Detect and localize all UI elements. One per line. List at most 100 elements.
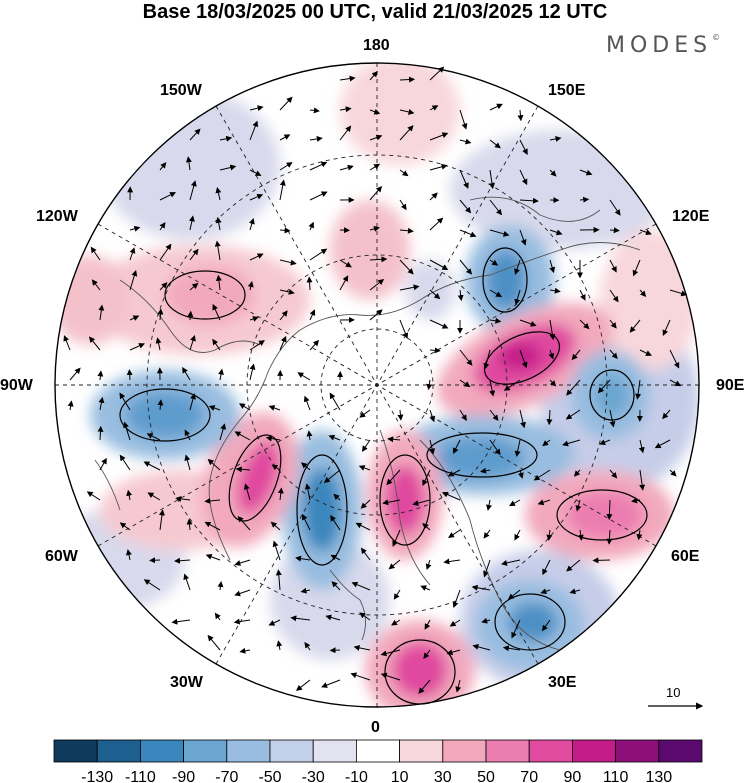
wind-arrow [459,379,471,388]
wind-arrow [517,109,524,122]
wind-arrow [359,612,371,621]
wind-arrow [369,185,383,201]
wind-arrow [399,199,407,211]
wind-arrow [429,192,438,201]
wind-arrow [184,454,191,471]
wind-arrow [91,279,101,291]
brand-mark: © [712,33,721,42]
wind-arrow [452,589,461,608]
wind-arrow [277,487,284,501]
colorbar-tick-label: -70 [215,769,238,783]
wind-arrow [459,138,472,145]
wind-arrow [459,259,473,275]
wind-arrow [238,403,251,411]
wind-arrow [606,529,613,545]
lon-label-150w: 150W [160,82,202,99]
wind-arrow [185,156,192,171]
wind-arrow [275,569,282,591]
lon-label-60e: 60E [671,548,700,565]
wind-arrow [517,469,524,479]
colorbar-swatch [442,739,487,763]
wind-arrow [565,409,581,420]
wind-arrow [514,529,521,541]
colorbar-swatch [658,739,703,763]
wind-arrow [183,573,191,591]
wind-arrow [248,217,255,231]
wind-arrow [279,289,295,295]
wind-arrow [472,643,491,651]
colorbar-tick-label: 130 [645,769,672,783]
wind-arrow [443,558,461,565]
wind-arrow [306,276,313,291]
colorbar-tick-label: -30 [302,769,325,783]
wind-arrow [509,499,521,507]
wind-arrow [207,458,221,471]
wind-arrow [399,227,414,234]
wind-arrow [63,335,71,351]
wind-arrow [86,491,101,501]
wind-arrow [393,589,401,600]
wind-arrow [514,439,521,457]
wind-arrow [519,197,539,204]
lon-label-30w: 30W [170,674,203,691]
graticule [55,63,699,707]
wind-arrow [369,134,383,141]
wind-arrow [459,199,472,214]
wind-vectors [63,66,688,694]
wind-arrow [489,199,503,216]
wind-arrow [592,557,611,564]
wind-arrow [207,634,221,651]
wind-arrow [279,227,291,234]
wind-arrow [189,128,201,141]
wind-arrow [501,559,521,566]
wind-arrow [359,409,371,418]
wind-arrow [215,187,222,201]
wind-arrow [358,465,371,471]
wind-arrow [569,588,581,595]
wind-arrow [514,289,521,306]
wind-arrow [272,540,281,561]
wind-arrow [606,499,613,521]
wind-arrow [279,134,291,141]
wind-arrow [519,319,537,327]
map-boundary [54,62,700,708]
wind-arrow [339,259,352,268]
wind-arrow [329,392,341,411]
wind-arrow [392,529,401,547]
wind-arrow [488,169,495,190]
wind-arrow [391,619,401,626]
wind-arrow [129,315,140,321]
wind-arrow [579,319,590,330]
wind-arrow [483,349,491,370]
wind-arrow [639,229,652,236]
colorbar-tick-label: 110 [603,769,629,783]
wind-arrow [159,243,172,261]
wind-arrow [418,679,431,694]
wind-arrow [205,554,221,561]
wind-arrow [639,289,647,298]
wind-arrow [566,559,581,572]
wind-arrow [339,125,352,141]
wind-arrow [669,289,688,297]
colorbar-swatch [183,739,228,763]
wind-arrow [212,303,221,321]
wind-arrow [459,169,469,189]
colorbar: -130 -110 -90 -70 -50 -30 -10 10 30 50 70 90 110 130 [53,739,703,783]
wind-arrow [353,644,371,651]
wind-arrow [549,169,557,177]
wind-arrow [429,319,449,329]
wind-arrow [146,433,161,441]
wind-arrow [126,549,132,561]
wind-arrow [459,229,477,238]
wind-arrow [540,588,551,595]
wind-arrow [233,618,251,625]
wind-arrow [446,649,461,656]
wind-arrow [249,340,265,351]
wind-arrow [629,319,641,333]
wind-arrow [143,461,161,471]
lon-label-180: 180 [363,37,390,54]
wind-arrow [249,363,256,381]
wind-arrow [147,492,161,501]
wind-arrow [412,499,431,506]
wind-arrow [399,76,416,83]
